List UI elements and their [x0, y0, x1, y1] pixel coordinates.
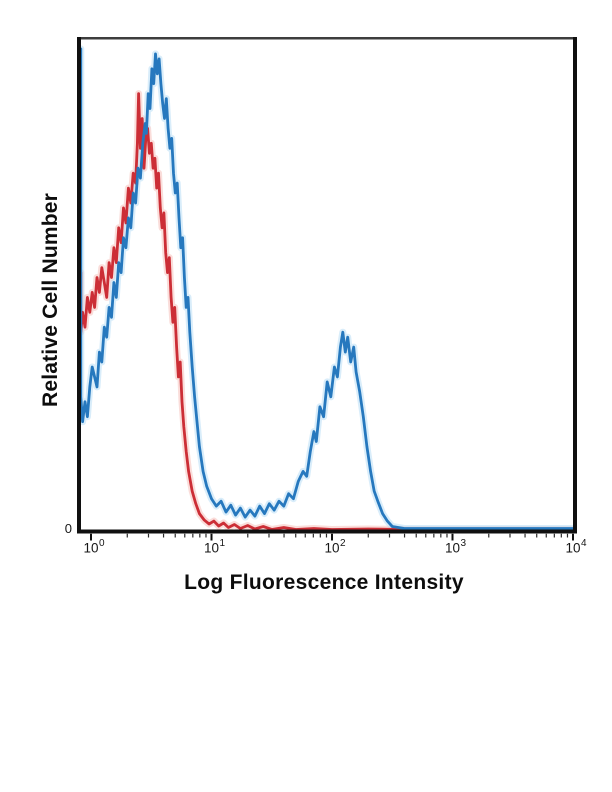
- blue-curve-halo: [79, 45, 574, 531]
- x-tick-exponent: 1: [219, 538, 226, 549]
- x-tick-exponent: 0: [98, 538, 105, 549]
- y-axis-zero-label: 0: [64, 521, 72, 536]
- x-tick-base: 10: [203, 540, 219, 556]
- x-tick-label-10e0: 100: [83, 538, 105, 556]
- x-axis-title: Log Fluorescence Intensity: [184, 571, 464, 594]
- x-tick-label-10e4: 104: [565, 538, 587, 556]
- x-tick-label-10e1: 101: [203, 538, 226, 556]
- x-tick-label-10e3: 103: [444, 538, 467, 556]
- x-tick-base: 10: [324, 540, 340, 556]
- x-tick-label-10e2: 102: [324, 538, 346, 556]
- red-curve: [79, 92, 574, 531]
- blue-curve: [79, 47, 574, 530]
- y-axis-title: Relative Cell Number: [39, 192, 62, 408]
- x-tick-exponent: 4: [580, 538, 587, 549]
- x-tick-exponent: 3: [460, 538, 467, 549]
- x-tick-base: 10: [565, 540, 581, 556]
- x-tick-exponent: 2: [339, 538, 346, 549]
- x-tick-base: 10: [444, 540, 460, 556]
- x-tick-base: 10: [83, 540, 99, 556]
